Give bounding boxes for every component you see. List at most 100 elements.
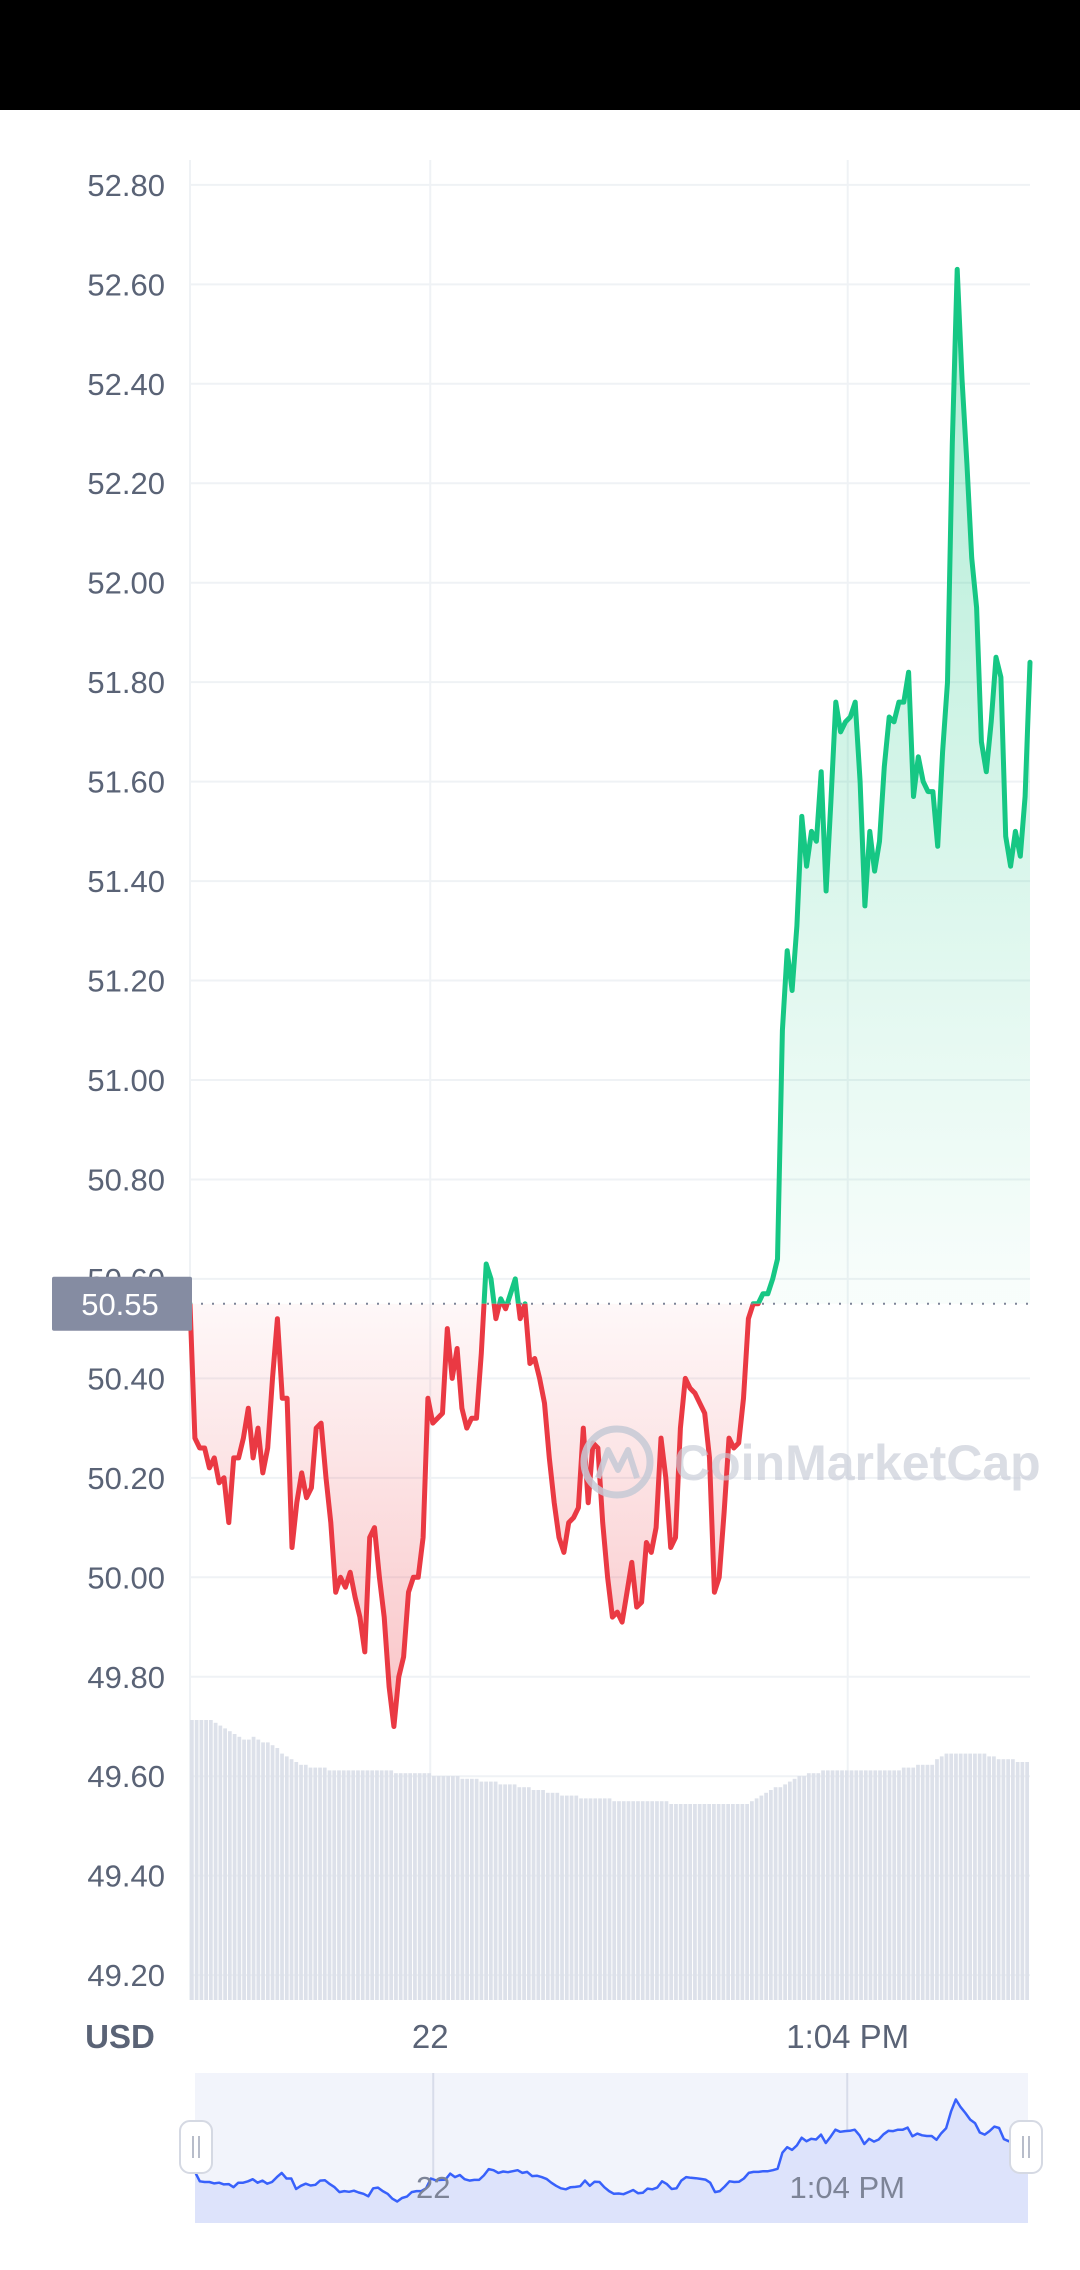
volume-bar — [954, 1753, 958, 2000]
volume-bar — [996, 1759, 1001, 2000]
volume-bar — [427, 1773, 432, 2000]
volume-bar — [655, 1801, 659, 2000]
volume-bar — [944, 1753, 949, 2000]
y-axis-ticks: 52.80 52.60 52.40 52.20 52.00 51.80 51.60 51.40… — [87, 168, 165, 1993]
volume-bar — [346, 1770, 351, 2000]
volume-bar — [246, 1739, 251, 2000]
volume-bar — [716, 1804, 721, 2000]
volume-bar — [564, 1795, 569, 2000]
volume-bar — [1006, 1759, 1011, 2000]
volume-bar — [398, 1773, 403, 2000]
volume-bar — [417, 1773, 422, 2000]
volume-bar — [218, 1725, 223, 2000]
volume-bar — [987, 1756, 992, 2000]
y-tick-label: 52.20 — [87, 466, 165, 501]
volume-bar — [227, 1731, 232, 2000]
volume-bar — [844, 1770, 849, 2000]
price-line-below-baseline — [187, 1303, 761, 1729]
volume-bar — [707, 1804, 712, 2000]
volume-bar — [802, 1776, 806, 2000]
volume-bar — [379, 1770, 384, 2000]
volume-bar — [892, 1770, 897, 2000]
navigator-x-tick-label: 1:04 PM — [790, 2170, 905, 2205]
volume-bar — [337, 1770, 341, 2000]
volume-bar — [465, 1778, 469, 2000]
volume-bar — [873, 1770, 878, 2000]
volume-bar — [868, 1770, 873, 2000]
volume-bar — [318, 1767, 322, 2000]
volume-bar — [488, 1781, 493, 2000]
volume-bar — [522, 1787, 526, 2000]
volume-bar — [322, 1767, 327, 2000]
volume-bar — [840, 1770, 844, 2000]
volume-bar — [693, 1804, 697, 2000]
volume-bar — [963, 1753, 968, 2000]
area-fill-above-baseline — [484, 269, 1030, 1304]
volume-bar — [451, 1776, 455, 2000]
volume-bar — [731, 1804, 735, 2000]
volume-bar — [199, 1720, 204, 2000]
volume-bar — [531, 1790, 536, 2000]
volume-bar — [759, 1795, 764, 2000]
volume-bar — [806, 1773, 811, 2000]
volume-bar — [992, 1756, 996, 2000]
navigator-x-tick-label: 22 — [416, 2170, 450, 2205]
volume-bar — [394, 1773, 398, 2000]
price-line-above-baseline — [187, 266, 1033, 1304]
volume-bar — [797, 1776, 802, 2000]
volume-bar — [821, 1770, 825, 2000]
y-tick-label: 52.40 — [87, 367, 165, 402]
volume-bar — [242, 1739, 246, 2000]
time-range-navigator[interactable]: 22 1:04 PM — [179, 2073, 1043, 2223]
volume-bar — [526, 1787, 531, 2000]
volume-bar — [389, 1770, 394, 2000]
volume-bar — [664, 1801, 669, 2000]
volume-bar — [360, 1770, 365, 2000]
volume-bar — [455, 1776, 460, 2000]
volume-bar — [541, 1790, 545, 2000]
volume-bar — [574, 1795, 579, 2000]
volume-bar — [982, 1753, 987, 2000]
volume-bar — [194, 1720, 199, 2000]
volume-bar — [973, 1753, 977, 2000]
navigator-left-handle[interactable] — [179, 2120, 213, 2174]
current-price-tag: 50.55 — [52, 1276, 192, 1331]
volume-bar — [977, 1753, 982, 2000]
volume-bar — [920, 1764, 925, 2000]
volume-bar — [811, 1773, 816, 2000]
y-tick-label: 49.60 — [87, 1759, 165, 1794]
volume-bar — [512, 1784, 517, 2000]
volume-bar — [327, 1770, 332, 2000]
volume-bar — [384, 1770, 389, 2000]
volume-bar — [939, 1756, 944, 2000]
volume-bar — [593, 1798, 598, 2000]
volume-bar — [721, 1804, 726, 2000]
y-tick-label: 50.40 — [87, 1361, 165, 1396]
y-tick-label: 51.80 — [87, 665, 165, 700]
volume-bar — [764, 1792, 768, 2000]
y-tick-label: 52.00 — [87, 566, 165, 601]
volume-bar — [697, 1804, 702, 2000]
navigator-right-handle[interactable] — [1009, 2120, 1043, 2174]
volume-bar — [778, 1787, 783, 2000]
volume-bar — [351, 1770, 356, 2000]
y-tick-label: 52.80 — [87, 168, 165, 203]
volume-bar — [1001, 1759, 1006, 2000]
volume-bar — [1011, 1759, 1015, 2000]
volume-bars — [190, 1720, 1029, 2000]
volume-bar — [906, 1767, 911, 2000]
current-price-label: 50.55 — [81, 1287, 159, 1322]
coinmarketcap-logo-icon — [580, 1425, 654, 1499]
volume-bar — [768, 1790, 773, 2000]
volume-bar — [223, 1728, 227, 2000]
volume-bar — [583, 1798, 588, 2000]
volume-bar — [683, 1804, 688, 2000]
volume-bar — [750, 1801, 754, 2000]
volume-bar — [579, 1798, 583, 2000]
volume-bar — [375, 1770, 379, 2000]
volume-bar — [849, 1770, 854, 2000]
volume-bar — [935, 1759, 939, 2000]
volume-bar — [403, 1773, 408, 2000]
watermark-text: CoinMarketCap — [674, 1435, 1041, 1491]
